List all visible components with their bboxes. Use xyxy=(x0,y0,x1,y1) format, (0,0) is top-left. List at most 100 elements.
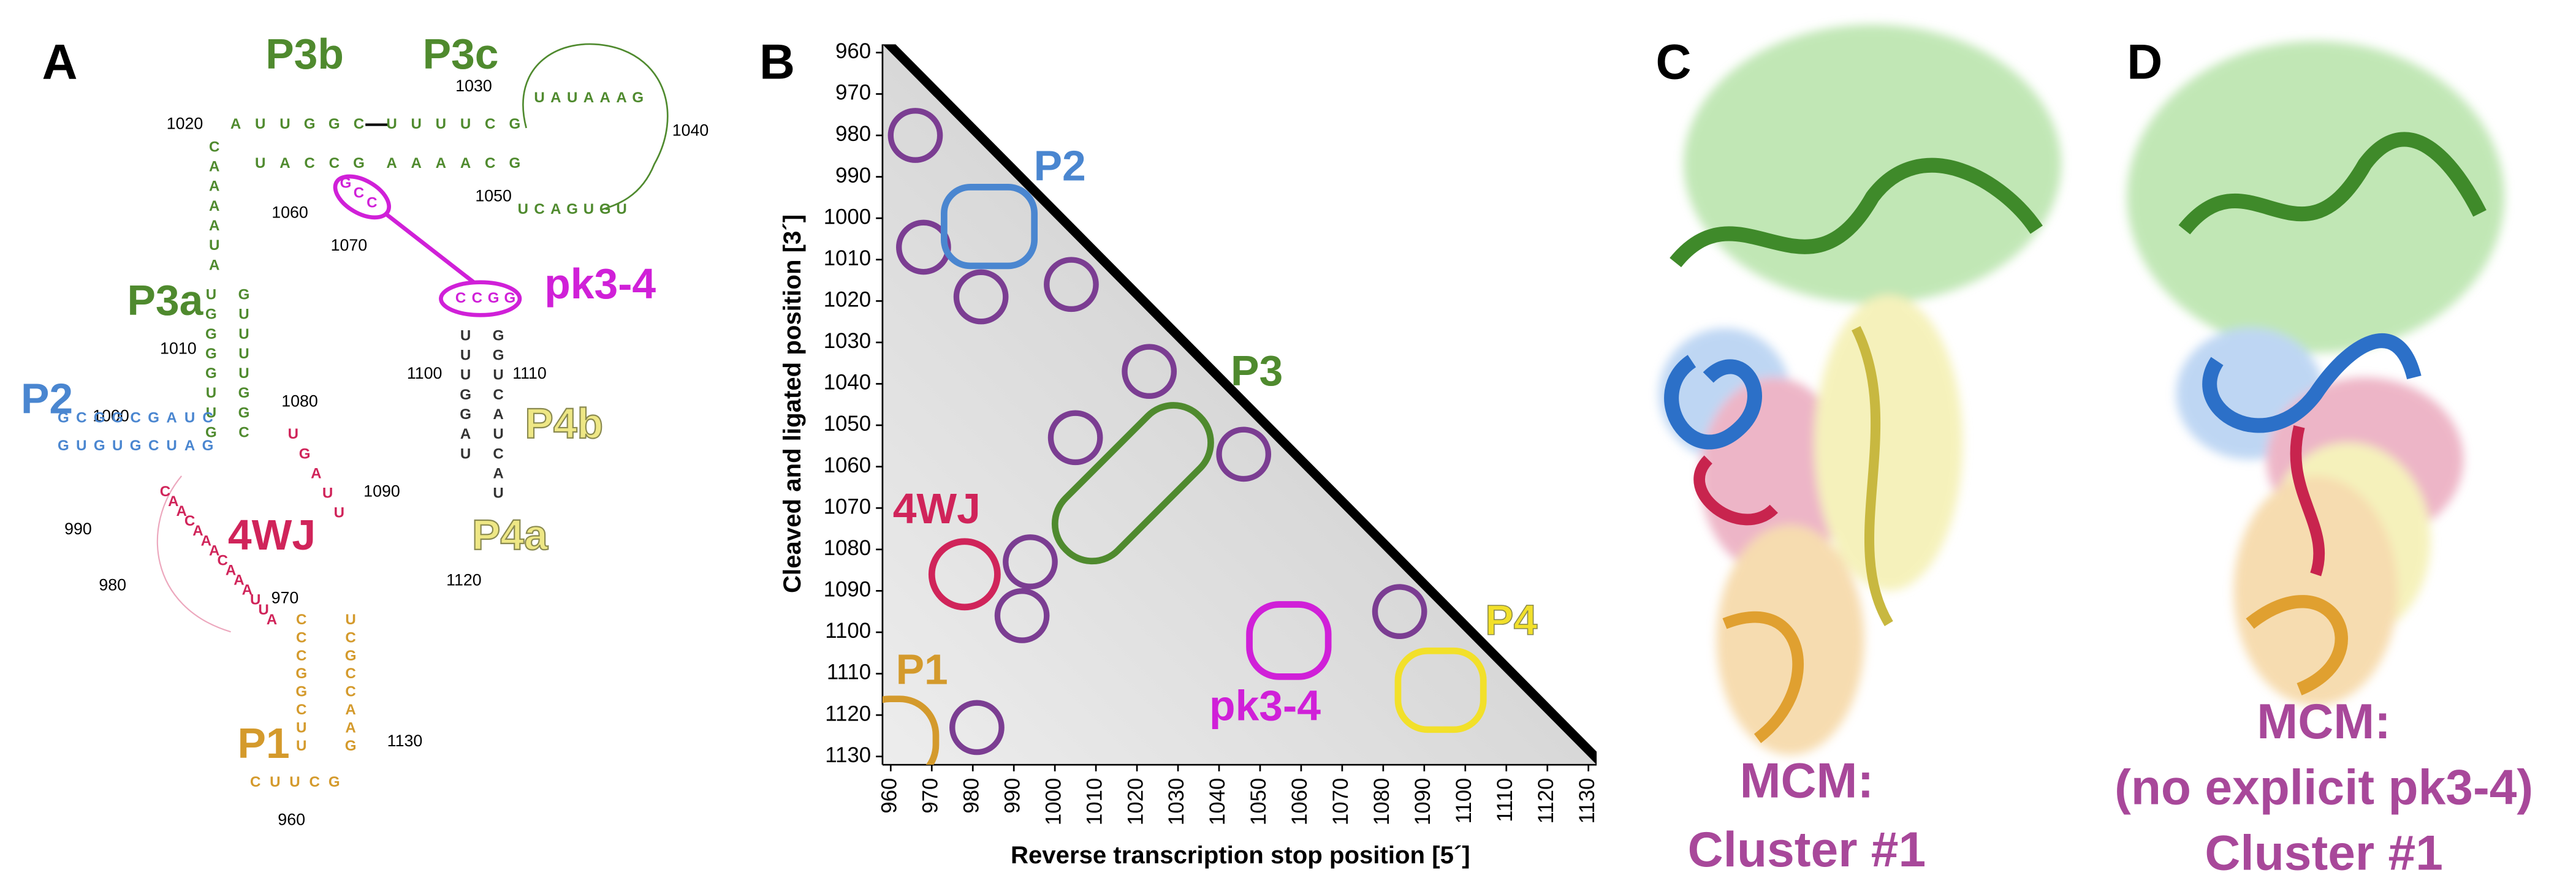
pk-ellipse xyxy=(333,174,392,220)
region-label: P3 xyxy=(1231,347,1283,395)
y-axis-label: Cleaved and ligated position [3´] xyxy=(778,214,806,593)
region-outline xyxy=(1394,647,1487,733)
contact-circle xyxy=(887,108,943,163)
x-tick-label: 1070 xyxy=(1329,778,1353,825)
y-tick-label: 1120 xyxy=(825,702,871,725)
position-number: 1110 xyxy=(512,364,547,382)
y-tick-label: 1110 xyxy=(827,660,871,684)
contact-circle xyxy=(1216,426,1272,482)
ribbon xyxy=(1693,455,1778,526)
y-tick-label: 1130 xyxy=(825,743,871,767)
region-outline xyxy=(882,695,940,765)
structure-label: P3c xyxy=(423,30,499,78)
sequence: UAUAAAG xyxy=(534,89,644,106)
panel-c: C MCM: Cluster #1 xyxy=(1655,25,2062,877)
structure-render xyxy=(1658,25,2062,755)
x-tick-label: 1010 xyxy=(1082,778,1106,825)
contact-circle xyxy=(994,588,1050,643)
y-tick-label: 1000 xyxy=(824,205,871,229)
sequence: GCGGCGAUC xyxy=(58,409,213,426)
structure-label: pk3-4 xyxy=(544,260,656,308)
x-tick-label: 1050 xyxy=(1247,778,1271,825)
sequence: CCCGGCUU xyxy=(295,611,307,754)
y-tick-label: 1040 xyxy=(824,371,871,395)
panel-letter: B xyxy=(759,34,795,89)
contact-circle xyxy=(1003,534,1058,589)
x-tick-label: 1120 xyxy=(1534,778,1558,824)
y-tick-label: 1020 xyxy=(824,288,871,312)
y-tick-label: 1030 xyxy=(824,329,871,353)
position-number: 1100 xyxy=(407,364,443,382)
loop-line xyxy=(522,43,669,211)
sequence: UGAUU xyxy=(288,426,344,521)
junction-line xyxy=(156,475,231,633)
position-number: 1050 xyxy=(475,186,512,205)
sequence: UACCG xyxy=(255,155,365,172)
sequence: CCGG xyxy=(455,290,515,306)
position-number: 1030 xyxy=(455,77,492,95)
x-tick-label: 1040 xyxy=(1206,778,1229,825)
sequence: UCGCCAAG xyxy=(345,611,357,754)
structure-label: P3b xyxy=(265,30,344,78)
structure-label: 4WJ xyxy=(228,511,316,559)
x-tick-label: 1080 xyxy=(1370,778,1394,825)
structure-label: P2 xyxy=(21,375,73,423)
x-tick-label: 1060 xyxy=(1288,778,1312,825)
position-number: 970 xyxy=(272,589,299,607)
caption: MCM: xyxy=(1740,754,1874,809)
pk-ellipse xyxy=(439,280,522,317)
ribbon xyxy=(2290,425,2325,577)
structure-label: P3a xyxy=(127,276,203,324)
ribbon xyxy=(1852,326,1893,626)
y-tick-label: 980 xyxy=(835,122,871,146)
x-tick-label: 1030 xyxy=(1165,778,1188,825)
position-number: 1070 xyxy=(331,236,368,254)
x-tick-label: 990 xyxy=(1000,778,1024,814)
region-outline xyxy=(928,538,1001,611)
sequence: UUUGGAU xyxy=(460,327,471,462)
position-number: 1060 xyxy=(272,203,308,221)
heatmap-diagonal xyxy=(882,44,1597,765)
x-tick-label: 960 xyxy=(878,778,902,814)
panel-letter: D xyxy=(2127,34,2162,89)
sequence: AUUGGC xyxy=(230,116,364,132)
region-outline xyxy=(1051,402,1214,565)
position-number: 980 xyxy=(99,575,126,594)
region-label: 4WJ xyxy=(893,485,981,532)
y-tick-label: 1080 xyxy=(824,536,871,560)
structure-label: P1 xyxy=(238,719,290,767)
annotations xyxy=(882,108,1487,765)
ribbon xyxy=(2246,595,2348,695)
caption: (no explicit pk3-4) xyxy=(2114,760,2533,815)
caption: Cluster #1 xyxy=(1688,822,1926,877)
y-tick-label: 1050 xyxy=(824,412,871,436)
ribbon xyxy=(2178,132,2487,235)
position-number: 960 xyxy=(278,810,305,828)
ribbon xyxy=(1670,157,2043,268)
y-tick-label: 1060 xyxy=(824,453,871,477)
region-label: P1 xyxy=(896,646,948,694)
contact-circle xyxy=(949,700,1005,755)
contact-circle xyxy=(1044,257,1099,312)
region-outline xyxy=(1246,601,1332,680)
caption: Cluster #1 xyxy=(2205,825,2442,878)
caption: MCM: xyxy=(2257,694,2391,749)
position-number: 1120 xyxy=(446,570,482,589)
y-tick-label: 1100 xyxy=(825,619,871,643)
region-label: P2 xyxy=(1034,142,1086,189)
ribbon xyxy=(2202,333,2422,433)
position-number: 1090 xyxy=(363,482,400,501)
y-tick-label: 990 xyxy=(835,164,871,187)
sequence: GUGUGCUAG xyxy=(58,437,213,454)
position-number: 1130 xyxy=(387,732,423,750)
contact-circle xyxy=(953,269,1009,325)
sequence: UUUUCG xyxy=(386,116,520,132)
region-outline xyxy=(940,184,1038,270)
ribbon xyxy=(1664,355,1762,450)
y-tick-label: 970 xyxy=(835,81,871,105)
y-tick-label: 1070 xyxy=(824,494,871,518)
structure-label: P4b xyxy=(525,399,603,447)
contact-circle xyxy=(1372,584,1427,640)
x-tick-label: 970 xyxy=(918,778,942,814)
